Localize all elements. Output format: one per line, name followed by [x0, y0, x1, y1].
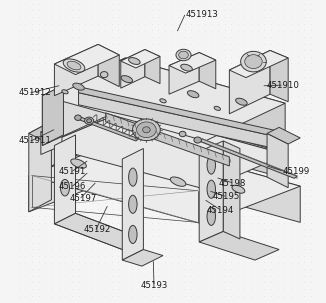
Ellipse shape — [160, 99, 166, 103]
Polygon shape — [121, 50, 145, 88]
Polygon shape — [41, 123, 72, 138]
Polygon shape — [54, 135, 76, 224]
Ellipse shape — [207, 207, 215, 225]
Polygon shape — [125, 58, 285, 153]
Polygon shape — [230, 51, 288, 78]
Text: 45197: 45197 — [69, 194, 97, 203]
Ellipse shape — [128, 58, 140, 65]
Polygon shape — [106, 113, 230, 166]
Ellipse shape — [170, 177, 186, 186]
Polygon shape — [169, 53, 199, 94]
Text: 45198: 45198 — [219, 179, 246, 188]
Polygon shape — [230, 51, 270, 114]
Text: 451913: 451913 — [185, 10, 218, 19]
Polygon shape — [267, 127, 300, 144]
Ellipse shape — [129, 168, 137, 186]
Polygon shape — [127, 138, 300, 222]
Text: 45194: 45194 — [207, 206, 234, 215]
Ellipse shape — [236, 98, 247, 105]
Polygon shape — [169, 53, 216, 73]
Ellipse shape — [214, 106, 220, 110]
Text: 45196: 45196 — [59, 182, 86, 191]
Polygon shape — [122, 148, 143, 260]
Polygon shape — [79, 93, 278, 149]
Ellipse shape — [129, 225, 137, 244]
Polygon shape — [42, 111, 125, 170]
Ellipse shape — [100, 72, 108, 78]
Ellipse shape — [179, 51, 188, 59]
Ellipse shape — [137, 122, 156, 138]
Polygon shape — [29, 121, 52, 212]
Ellipse shape — [63, 59, 85, 72]
Ellipse shape — [181, 64, 192, 71]
Polygon shape — [199, 139, 297, 178]
Polygon shape — [270, 51, 288, 102]
Polygon shape — [42, 58, 285, 141]
Text: 45195: 45195 — [213, 192, 240, 201]
Ellipse shape — [60, 179, 69, 196]
Ellipse shape — [67, 61, 81, 70]
Ellipse shape — [129, 195, 137, 213]
Text: 451911: 451911 — [18, 136, 51, 145]
Polygon shape — [267, 133, 288, 188]
Ellipse shape — [179, 131, 186, 137]
Ellipse shape — [207, 156, 215, 174]
Ellipse shape — [62, 90, 68, 94]
Ellipse shape — [176, 49, 191, 61]
Polygon shape — [223, 141, 240, 239]
Polygon shape — [41, 123, 62, 155]
Polygon shape — [29, 138, 127, 212]
Ellipse shape — [245, 55, 262, 68]
Polygon shape — [42, 58, 125, 145]
Ellipse shape — [143, 127, 150, 133]
Polygon shape — [29, 138, 300, 224]
Polygon shape — [98, 45, 119, 87]
Polygon shape — [77, 117, 139, 141]
Ellipse shape — [71, 159, 86, 168]
Text: 45199: 45199 — [282, 167, 309, 176]
Ellipse shape — [121, 76, 133, 83]
Polygon shape — [79, 87, 278, 137]
Ellipse shape — [194, 137, 201, 143]
Polygon shape — [54, 45, 119, 75]
Ellipse shape — [133, 119, 160, 141]
Polygon shape — [199, 231, 279, 260]
Ellipse shape — [241, 52, 266, 72]
Ellipse shape — [187, 91, 199, 98]
Ellipse shape — [73, 83, 84, 90]
Ellipse shape — [232, 185, 245, 193]
Polygon shape — [54, 213, 143, 250]
Polygon shape — [122, 250, 163, 266]
Text: 45191: 45191 — [59, 167, 86, 176]
Polygon shape — [199, 141, 223, 242]
Polygon shape — [42, 85, 64, 145]
Ellipse shape — [207, 180, 215, 198]
Polygon shape — [121, 50, 160, 68]
Polygon shape — [125, 111, 287, 179]
Ellipse shape — [75, 115, 81, 120]
Text: 45192: 45192 — [83, 225, 111, 235]
Polygon shape — [42, 111, 287, 189]
Text: 451912: 451912 — [18, 88, 51, 97]
Ellipse shape — [84, 117, 94, 124]
Polygon shape — [29, 121, 72, 144]
Polygon shape — [54, 45, 98, 96]
Polygon shape — [145, 50, 160, 84]
Polygon shape — [199, 53, 216, 89]
Text: 451910: 451910 — [267, 81, 300, 90]
Text: 45193: 45193 — [141, 281, 168, 290]
Ellipse shape — [87, 119, 92, 123]
